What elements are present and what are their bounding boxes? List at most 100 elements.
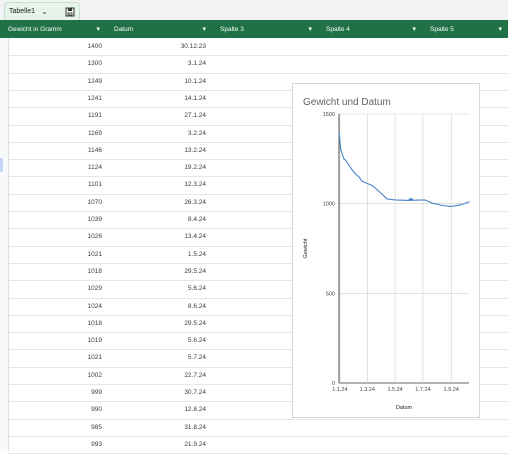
cell-datum[interactable]: 5.7.24 — [187, 354, 206, 362]
data-point — [354, 172, 356, 174]
data-point — [361, 180, 363, 183]
row-divider — [8, 262, 508, 264]
cell-gewicht[interactable]: 1018 — [87, 319, 102, 327]
cell-gewicht[interactable]: 1019 — [87, 337, 102, 345]
cell-datum[interactable]: 21.9.24 — [184, 440, 206, 448]
cell-datum[interactable]: 13.2.24 — [184, 146, 206, 154]
data-point — [386, 198, 388, 200]
cell-datum[interactable]: 10.1.24 — [184, 77, 206, 85]
sheet-tab[interactable]: Tabelle1 ⌄ — [4, 2, 80, 20]
cell-gewicht[interactable]: 1101 — [88, 181, 102, 189]
cell-datum[interactable]: 8.4.24 — [187, 216, 206, 223]
row-divider — [8, 124, 508, 126]
cell-datum[interactable]: 29.5.24 — [184, 267, 206, 275]
column-header-datum[interactable]: Datum ▾ — [106, 20, 212, 38]
data-point — [407, 199, 409, 202]
cell-datum[interactable]: 19.2.24 — [184, 164, 206, 172]
cell-gewicht[interactable]: 999 — [91, 389, 102, 396]
row-divider — [8, 193, 508, 195]
data-point — [459, 204, 461, 206]
chevron-down-icon[interactable]: ▾ — [308, 26, 312, 33]
cell-datum[interactable]: 14.1.24 — [184, 94, 206, 102]
cell-gewicht[interactable]: 1018 — [87, 267, 102, 275]
row-divider — [8, 211, 508, 212]
cell-datum[interactable]: 8.6.24 — [187, 302, 206, 310]
cell-gewicht[interactable]: 1249 — [87, 77, 102, 85]
cell-gewicht[interactable]: 1039 — [87, 216, 102, 223]
cell-datum[interactable]: 22.7.24 — [184, 371, 206, 379]
chevron-down-icon[interactable]: ▾ — [96, 26, 100, 33]
data-point — [384, 196, 386, 198]
cell-datum[interactable]: 3.2.24 — [187, 129, 206, 137]
data-point — [411, 198, 414, 200]
row-divider — [8, 314, 508, 316]
data-point — [410, 199, 412, 201]
column-header-spalte-3[interactable]: Spalte 3 ▾ — [212, 20, 318, 38]
chevron-down-icon[interactable]: ▾ — [498, 26, 502, 33]
row-divider — [8, 228, 508, 230]
cell-gewicht[interactable]: 1021 — [87, 354, 102, 362]
cell-datum[interactable]: 5.6.24 — [187, 285, 206, 293]
sheet-save-icon[interactable] — [65, 7, 75, 17]
cell-gewicht[interactable]: 1124 — [88, 164, 102, 172]
row-divider — [8, 418, 508, 420]
column-header-label: Gewicht in Gramm — [8, 25, 62, 33]
column-header-label: Spalte 4 — [326, 25, 350, 33]
row-divider — [8, 55, 508, 57]
cell-gewicht[interactable]: 1241 — [87, 94, 102, 102]
data-point — [371, 184, 373, 187]
x-tick-label: 1.3.24 — [360, 387, 375, 393]
row-divider — [8, 435, 508, 437]
cell-gewicht[interactable]: 1021 — [87, 250, 102, 258]
data-point — [378, 190, 380, 192]
data-point — [441, 204, 443, 207]
cell-gewicht[interactable]: 1002 — [87, 371, 102, 379]
cell-datum[interactable]: 31.8.24 — [184, 423, 206, 431]
row-gutter — [0, 38, 9, 451]
chart-panel[interactable]: Gewicht und Datum 0 500 1000 1500 1.1.24 1.3.… — [292, 83, 480, 418]
cell-datum[interactable]: 12.8.24 — [184, 406, 206, 414]
cell-datum[interactable]: 29.5.24 — [184, 319, 206, 327]
cell-datum[interactable]: 30.12.23 — [180, 43, 206, 50]
cell-gewicht[interactable]: 1169 — [88, 129, 102, 137]
y-tick-label: 1500 — [323, 112, 335, 118]
cell-datum[interactable]: 30.7.24 — [184, 389, 206, 396]
chevron-down-icon[interactable]: ⌄ — [41, 7, 48, 16]
chevron-down-icon[interactable]: ▾ — [202, 26, 206, 33]
x-axis-title: Datum — [396, 405, 413, 411]
cell-gewicht[interactable]: 985 — [91, 423, 102, 431]
cell-datum[interactable]: 3.1.24 — [187, 60, 206, 68]
cell-gewicht[interactable]: 1070 — [87, 198, 102, 206]
data-point — [410, 197, 412, 200]
cell-gewicht[interactable]: 1029 — [87, 285, 102, 293]
cell-datum[interactable]: 27.1.24 — [184, 112, 206, 120]
cell-gewicht[interactable]: 1024 — [87, 302, 102, 310]
column-header-gewicht[interactable]: Gewicht in Gramm ▾ — [0, 20, 106, 38]
cell-datum[interactable]: 12.3.24 — [184, 181, 206, 189]
data-point — [435, 203, 437, 205]
data-point — [351, 168, 353, 171]
chevron-down-icon[interactable]: ▾ — [412, 26, 416, 33]
cell-gewicht[interactable]: 1191 — [88, 112, 102, 120]
cell-datum[interactable]: 5.6.24 — [187, 337, 206, 345]
x-tick-label: 1.5.24 — [387, 387, 402, 393]
cell-gewicht[interactable]: 1400 — [87, 43, 102, 50]
cell-gewicht[interactable]: 993 — [91, 440, 102, 448]
series-line — [338, 131, 470, 207]
cell-datum[interactable]: 26.3.24 — [184, 198, 206, 206]
row-selection-marker — [0, 158, 3, 172]
y-tick-label: 1000 — [323, 202, 335, 208]
cell-datum[interactable]: 13.4.24 — [184, 233, 206, 241]
cell-gewicht[interactable]: 990 — [91, 406, 102, 414]
column-header-spalte-5[interactable]: Spalte 5 ▾ — [422, 20, 508, 38]
row-divider — [8, 280, 508, 282]
cell-gewicht[interactable]: 1026 — [87, 233, 102, 241]
cell-datum[interactable]: 1.5.24 — [187, 250, 206, 258]
data-point — [424, 199, 426, 201]
y-tick-label: 0 — [332, 381, 335, 387]
cell-gewicht[interactable]: 1146 — [88, 146, 102, 154]
row-divider — [8, 297, 508, 299]
table-header: Gewicht in Gramm ▾ Datum ▾ Spalte 3 ▾ Sp… — [0, 20, 508, 38]
cell-gewicht[interactable]: 1300 — [87, 60, 102, 68]
column-header-spalte-4[interactable]: Spalte 4 ▾ — [318, 20, 422, 38]
